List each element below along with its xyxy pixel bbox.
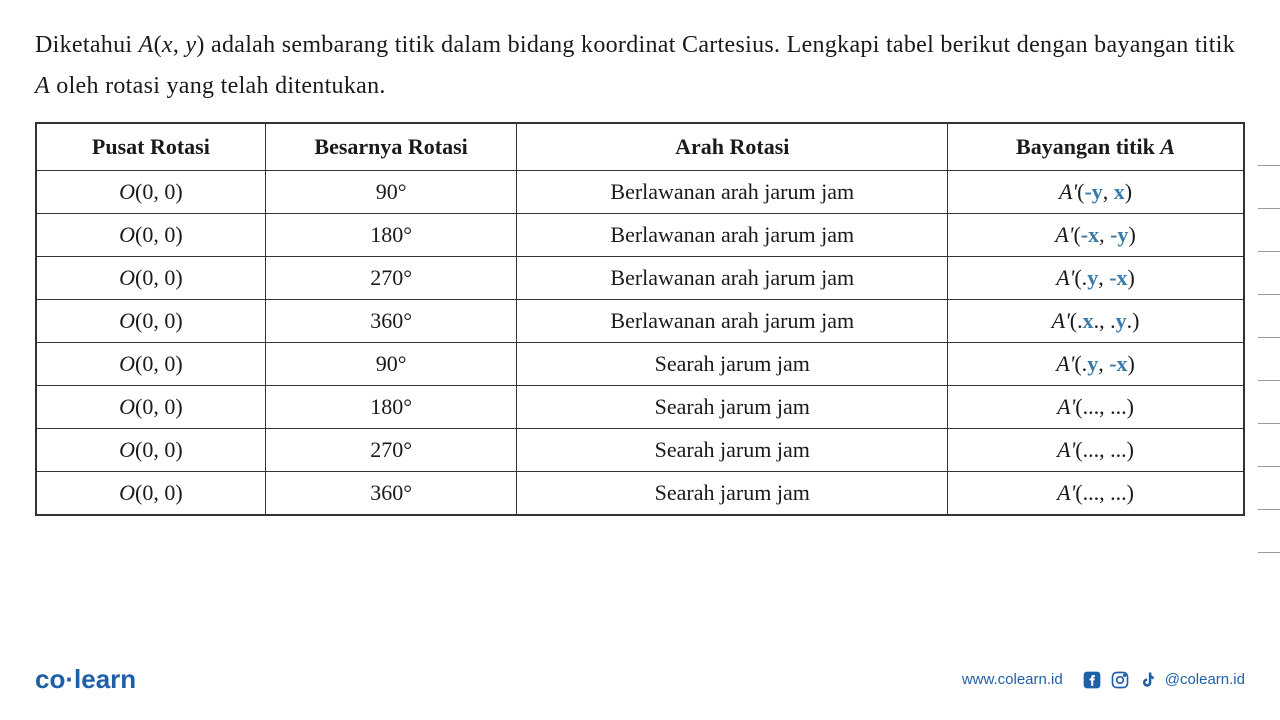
table-row: O(0, 0)180°Berlawanan arah jarum jamA'(-… — [36, 213, 1244, 256]
logo-dot: · — [65, 664, 74, 694]
cell-arah: Searah jarum jam — [517, 428, 948, 471]
text-part: oleh rotasi yang telah ditentukan. — [50, 73, 386, 99]
cell-besar: 180° — [265, 213, 517, 256]
cell-arah: Berlawanan arah jarum jam — [517, 256, 948, 299]
edge-line — [1258, 466, 1280, 467]
cell-pusat: O(0, 0) — [36, 213, 265, 256]
table-row: O(0, 0)360°Berlawanan arah jarum jamA'(.… — [36, 299, 1244, 342]
cell-arah: Searah jarum jam — [517, 342, 948, 385]
cell-pusat: O(0, 0) — [36, 342, 265, 385]
table-header-row: Pusat Rotasi Besarnya Rotasi Arah Rotasi… — [36, 123, 1244, 171]
content-area: Diketahui A(x, y) adalah sembarang titik… — [0, 0, 1280, 516]
cell-arah: Berlawanan arah jarum jam — [517, 170, 948, 213]
header-bayangan-prefix: Bayangan titik — [1016, 134, 1160, 159]
header-besar: Besarnya Rotasi — [265, 123, 517, 171]
logo-part2: learn — [74, 664, 136, 694]
edge-line — [1258, 423, 1280, 424]
variable-x: x — [162, 32, 173, 58]
social-handle: @colearn.id — [1165, 671, 1245, 688]
edge-line — [1258, 509, 1280, 510]
cell-besar: 270° — [265, 428, 517, 471]
cell-bayangan: A'(..., ...) — [948, 385, 1244, 428]
rotation-table-container: Pusat Rotasi Besarnya Rotasi Arah Rotasi… — [35, 122, 1245, 516]
table-row: O(0, 0)90°Berlawanan arah jarum jamA'(-y… — [36, 170, 1244, 213]
text-part: , — [173, 32, 186, 58]
problem-statement: Diketahui A(x, y) adalah sembarang titik… — [35, 25, 1245, 107]
facebook-icon — [1081, 669, 1103, 691]
cell-pusat: O(0, 0) — [36, 170, 265, 213]
cell-besar: 90° — [265, 170, 517, 213]
variable-a: A — [139, 32, 154, 58]
cell-besar: 360° — [265, 471, 517, 515]
colearn-logo: co·learn — [35, 664, 136, 695]
edge-line — [1258, 552, 1280, 553]
cell-pusat: O(0, 0) — [36, 471, 265, 515]
table-row: O(0, 0)270°Berlawanan arah jarum jamA'(.… — [36, 256, 1244, 299]
cell-besar: 360° — [265, 299, 517, 342]
cell-besar: 90° — [265, 342, 517, 385]
table-row: O(0, 0)180°Searah jarum jamA'(..., ...) — [36, 385, 1244, 428]
header-bayangan: Bayangan titik A — [948, 123, 1244, 171]
cell-bayangan: A'(..., ...) — [948, 471, 1244, 515]
footer: co·learn www.colearn.id @colearn.id — [0, 664, 1280, 695]
cell-bayangan: A'(.y, -x) — [948, 256, 1244, 299]
edge-line — [1258, 251, 1280, 252]
edge-line — [1258, 380, 1280, 381]
cell-besar: 270° — [265, 256, 517, 299]
cell-besar: 180° — [265, 385, 517, 428]
cell-arah: Searah jarum jam — [517, 471, 948, 515]
cell-arah: Berlawanan arah jarum jam — [517, 213, 948, 256]
header-bayangan-italic: A — [1160, 134, 1175, 159]
text-part: ( — [154, 32, 162, 58]
cell-arah: Searah jarum jam — [517, 385, 948, 428]
cell-pusat: O(0, 0) — [36, 385, 265, 428]
social-icons: @colearn.id — [1081, 669, 1245, 691]
cell-pusat: O(0, 0) — [36, 256, 265, 299]
edge-line — [1258, 294, 1280, 295]
cell-pusat: O(0, 0) — [36, 428, 265, 471]
instagram-icon — [1109, 669, 1131, 691]
table-row: O(0, 0)270°Searah jarum jamA'(..., ...) — [36, 428, 1244, 471]
edge-line — [1258, 337, 1280, 338]
cell-bayangan: A'(.y, -x) — [948, 342, 1244, 385]
edge-line — [1258, 208, 1280, 209]
website-url: www.colearn.id — [962, 671, 1063, 688]
edge-line — [1258, 165, 1280, 166]
cell-pusat: O(0, 0) — [36, 299, 265, 342]
cell-bayangan: A'(-y, x) — [948, 170, 1244, 213]
table-body: O(0, 0)90°Berlawanan arah jarum jamA'(-y… — [36, 170, 1244, 515]
page-edge-lines — [1250, 165, 1280, 595]
rotation-table: Pusat Rotasi Besarnya Rotasi Arah Rotasi… — [35, 122, 1245, 516]
footer-right: www.colearn.id @colearn.id — [962, 669, 1245, 691]
cell-arah: Berlawanan arah jarum jam — [517, 299, 948, 342]
header-arah: Arah Rotasi — [517, 123, 948, 171]
tiktok-icon — [1137, 669, 1159, 691]
cell-bayangan: A'(..., ...) — [948, 428, 1244, 471]
cell-bayangan: A'(.x., .y.) — [948, 299, 1244, 342]
table-row: O(0, 0)360°Searah jarum jamA'(..., ...) — [36, 471, 1244, 515]
text-part: ) adalah sembarang titik dalam bidang ko… — [196, 32, 1235, 58]
variable-a2: A — [35, 73, 50, 99]
table-row: O(0, 0)90°Searah jarum jamA'(.y, -x) — [36, 342, 1244, 385]
text-part: Diketahui — [35, 32, 139, 58]
logo-part1: co — [35, 664, 65, 694]
variable-y: y — [185, 32, 196, 58]
cell-bayangan: A'(-x, -y) — [948, 213, 1244, 256]
header-pusat: Pusat Rotasi — [36, 123, 265, 171]
